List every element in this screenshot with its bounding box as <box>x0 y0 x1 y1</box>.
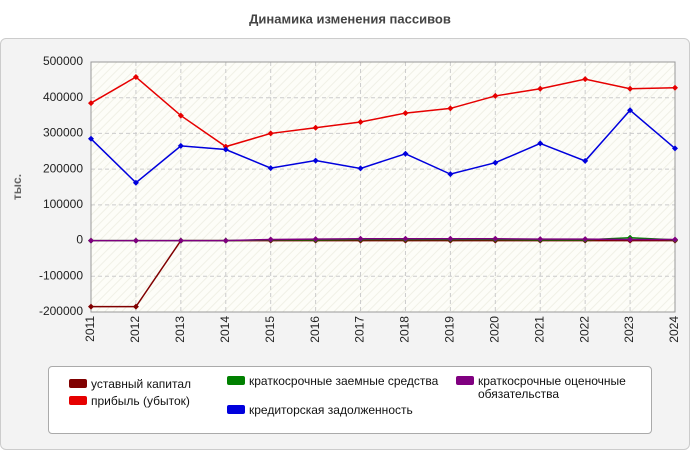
point <box>88 135 94 142</box>
point <box>357 235 364 242</box>
legend-item: кредиторская задолженность <box>217 404 449 417</box>
point <box>672 145 678 152</box>
x-tick-label: 2019 <box>443 316 457 343</box>
point <box>132 179 139 186</box>
point <box>582 76 589 83</box>
point <box>627 236 634 243</box>
point <box>537 85 544 92</box>
point <box>627 107 634 114</box>
point <box>492 235 499 242</box>
point <box>582 236 589 243</box>
point <box>492 159 499 166</box>
x-tick-label: 2011 <box>83 316 97 342</box>
point <box>357 165 364 172</box>
y-tick-label: 400000 <box>43 90 83 104</box>
point <box>402 150 409 157</box>
series-line <box>91 238 675 242</box>
point <box>312 236 319 243</box>
point <box>447 171 454 178</box>
point <box>402 110 409 117</box>
y-axis-label: тыс. <box>10 174 24 200</box>
legend-label: уставный капитал <box>91 377 191 391</box>
legend-label: краткосрочные оценочные обязательства <box>478 374 626 401</box>
point <box>267 236 274 243</box>
point <box>537 236 544 243</box>
x-tick-label: 2014 <box>218 316 232 343</box>
x-tick-label: 2012 <box>128 316 142 343</box>
legend-item: краткосрочные оценочные обязательства <box>446 375 678 401</box>
legend-swatch <box>227 376 245 385</box>
x-tick-label: 2017 <box>353 316 367 343</box>
series-line <box>90 109 676 184</box>
point <box>267 130 274 137</box>
x-tick-label: 2022 <box>577 316 591 343</box>
point <box>177 112 184 119</box>
y-tick-label: -200000 <box>39 304 83 318</box>
point <box>222 146 229 153</box>
point <box>627 85 634 92</box>
legend: уставный капитал прибыль (убыток) краткоср… <box>48 366 652 434</box>
point <box>312 124 319 131</box>
y-tick-label: -100000 <box>39 268 83 282</box>
legend-item: прибыль (убыток) <box>59 395 221 408</box>
point <box>88 100 94 107</box>
y-tick-label: 0 <box>76 233 83 247</box>
point <box>177 237 184 244</box>
series-line <box>90 76 676 148</box>
point <box>672 236 678 243</box>
point <box>132 303 139 310</box>
point <box>177 142 184 149</box>
y-tick-label: 300000 <box>43 126 83 140</box>
x-tick-label: 2021 <box>532 316 546 343</box>
legend-label: краткосрочные заемные средства <box>249 374 439 388</box>
x-tick-label: 2023 <box>622 316 636 343</box>
point <box>357 119 364 125</box>
legend-label: кредиторская задолженность <box>249 403 413 417</box>
point <box>402 235 409 242</box>
legend-item: краткосрочные заемные средства <box>217 375 439 388</box>
x-tick-label: 2018 <box>398 316 412 343</box>
point <box>132 237 139 244</box>
point <box>222 237 229 244</box>
plot-area <box>91 62 675 312</box>
x-tick-label: 2015 <box>263 316 277 343</box>
point <box>267 165 274 172</box>
legend-swatch <box>69 396 87 405</box>
point <box>492 92 499 99</box>
point <box>447 235 454 242</box>
chart-title: Динамика изменения пассивов <box>249 11 451 26</box>
point <box>672 84 678 91</box>
legend-swatch <box>227 405 245 414</box>
point <box>88 237 94 244</box>
y-tick-label: 500000 <box>43 54 83 68</box>
point <box>312 157 319 164</box>
point <box>447 105 454 112</box>
x-tick-label: 2016 <box>308 316 322 343</box>
legend-swatch <box>456 376 474 385</box>
point <box>88 303 94 310</box>
legend-swatch <box>69 379 87 388</box>
legend-label: прибыль (убыток) <box>91 394 190 408</box>
chart: Динамика изменения пассивов тыс. -200000… <box>10 11 681 343</box>
legend-item: уставный капитал <box>59 378 221 391</box>
y-tick-label: 100000 <box>43 197 83 211</box>
x-tick-label: 2013 <box>173 316 187 343</box>
point <box>582 157 589 164</box>
y-tick-label: 200000 <box>43 161 83 175</box>
x-tick-label: 2024 <box>667 316 681 343</box>
plot-border <box>90 61 676 313</box>
point <box>132 74 139 80</box>
point <box>537 140 544 147</box>
x-tick-label: 2020 <box>487 316 501 343</box>
